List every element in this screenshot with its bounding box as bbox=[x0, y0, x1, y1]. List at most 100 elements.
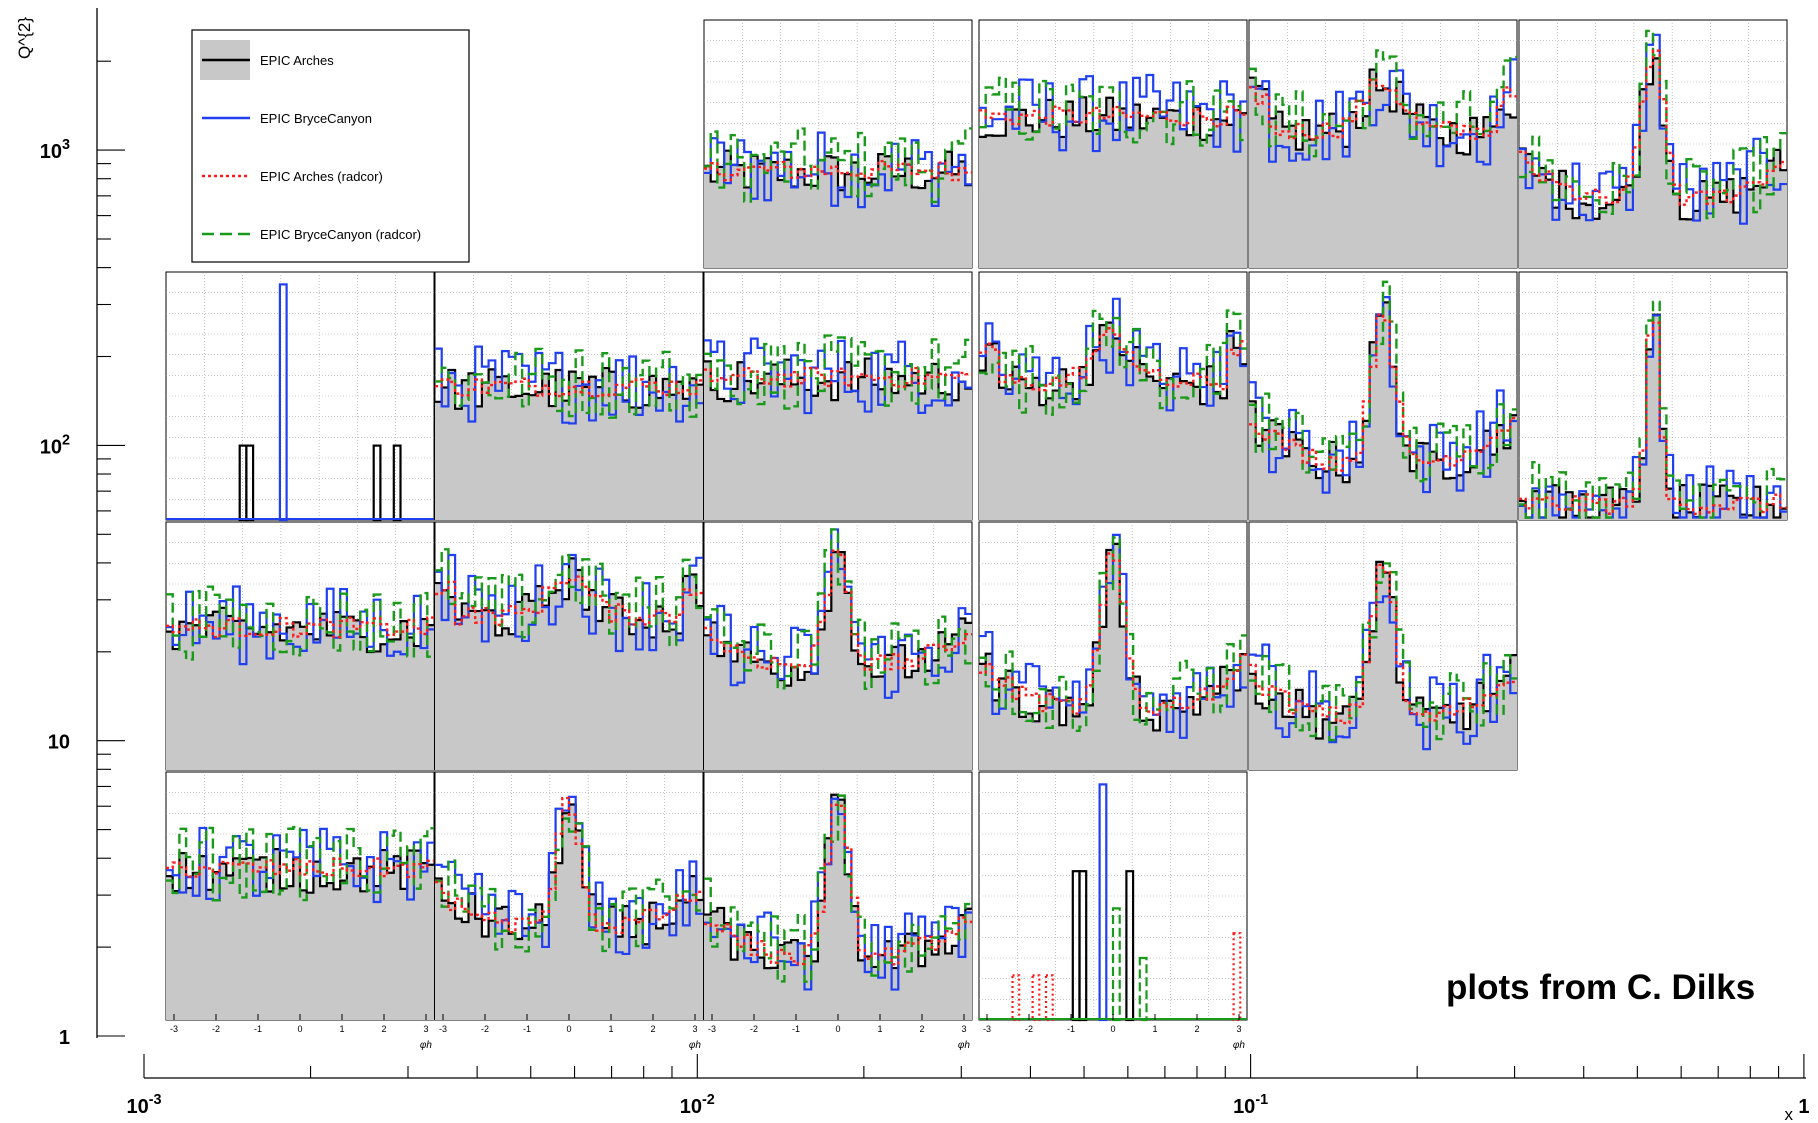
subplot-tick-label: -1 bbox=[523, 1024, 531, 1034]
subplot-tick-label: 3 bbox=[423, 1024, 428, 1034]
series-arches-radcor bbox=[704, 366, 972, 388]
series-brycecanyon bbox=[704, 337, 972, 415]
panel: -3 -2 -1 0 1 2 3 φh bbox=[434, 771, 704, 1051]
series-arches-radcor bbox=[704, 159, 972, 182]
series-arches-radcor bbox=[1249, 563, 1517, 725]
series-brycecanyon-radcor bbox=[1519, 29, 1787, 220]
series-brycecanyon bbox=[1519, 314, 1787, 519]
series-brycecanyon bbox=[979, 73, 1247, 153]
subplot-tick-label: -1 bbox=[792, 1024, 800, 1034]
arches-fill bbox=[979, 322, 1247, 520]
subplot-tick-label: -3 bbox=[708, 1024, 716, 1034]
legend-entry: EPIC Arches (radcor) bbox=[202, 169, 383, 184]
subplot-x-label: φh bbox=[689, 1040, 702, 1051]
x-axis-label: x bbox=[1785, 1105, 1794, 1123]
legend-label: EPIC Arches bbox=[260, 53, 334, 68]
series-arches-radcor bbox=[166, 857, 434, 879]
panel-grid: -3 -2 -1 0 1 2 3 φh -3 -2 -1 0 1 2 3 φh -3 -2 -1 0 1 2 3 φh -3 -2… bbox=[165, 19, 1788, 1051]
series-brycecanyon-radcor bbox=[166, 585, 434, 661]
panel: -3 -2 -1 0 1 2 3 φh bbox=[978, 771, 1248, 1051]
y-tick-label: 10 bbox=[48, 732, 70, 754]
subplot-tick-label: -2 bbox=[750, 1024, 758, 1034]
series-arches-radcor bbox=[979, 552, 1247, 716]
arches-fill bbox=[1249, 302, 1517, 520]
subplot-tick-label: 1 bbox=[339, 1024, 344, 1034]
subplot-tick-label: 2 bbox=[1194, 1024, 1199, 1034]
subplot-x-label: φh bbox=[958, 1040, 971, 1051]
series-brycecanyon-radcor bbox=[704, 334, 972, 410]
subplot-tick-label: -3 bbox=[439, 1024, 447, 1034]
legend: EPIC Arches EPIC BryceCanyon EPIC Arches (… bbox=[191, 29, 470, 263]
subplot-tick-label: -1 bbox=[254, 1024, 262, 1034]
subplot-tick-label: 2 bbox=[381, 1024, 386, 1034]
series-brycecanyon-radcor bbox=[435, 817, 703, 953]
series-brycecanyon-radcor bbox=[979, 76, 1247, 147]
panel bbox=[1248, 521, 1518, 771]
series-brycecanyon-radcor bbox=[979, 309, 1247, 416]
panel bbox=[1518, 19, 1788, 269]
panel bbox=[165, 521, 435, 771]
legend-label: EPIC Arches (radcor) bbox=[260, 169, 383, 184]
histogram-spike bbox=[1011, 974, 1021, 1022]
panel-frame bbox=[978, 771, 1248, 1021]
subplot-tick-label: 1 bbox=[608, 1024, 613, 1034]
panel-frame bbox=[165, 271, 435, 521]
arches-fill bbox=[435, 804, 703, 1020]
series-brycecanyon bbox=[704, 131, 972, 209]
subplot-tick-label: -2 bbox=[212, 1024, 220, 1034]
arches-fill bbox=[1519, 314, 1787, 520]
subplot-tick-label: 0 bbox=[1110, 1024, 1115, 1034]
subplot-tick-label: -3 bbox=[170, 1024, 178, 1034]
panel bbox=[1518, 271, 1788, 521]
series-arches-radcor bbox=[1519, 321, 1787, 516]
panel bbox=[434, 271, 704, 521]
x-tick-label: 10-1 bbox=[1233, 1092, 1268, 1118]
subplot-tick-label: 3 bbox=[961, 1024, 966, 1034]
subplot-tick-label: -3 bbox=[983, 1024, 991, 1034]
series-brycecanyon bbox=[1249, 58, 1517, 168]
panel bbox=[703, 521, 973, 771]
subplot-x-label: φh bbox=[1233, 1040, 1246, 1051]
subplot-tick-label: -2 bbox=[1025, 1024, 1033, 1034]
y-tick-label: 103 bbox=[40, 137, 70, 163]
series-brycecanyon-radcor bbox=[979, 536, 1247, 733]
series-arches bbox=[704, 793, 972, 970]
series-arches-radcor bbox=[979, 105, 1247, 128]
series-brycecanyon-radcor bbox=[704, 127, 972, 204]
arches-fill bbox=[435, 558, 703, 770]
subplot-tick-label: 3 bbox=[1236, 1024, 1241, 1034]
series-brycecanyon-radcor bbox=[166, 825, 434, 902]
arches-fill bbox=[704, 552, 972, 770]
panel bbox=[703, 19, 973, 269]
subplot-tick-label: 0 bbox=[566, 1024, 571, 1034]
arches-fill bbox=[435, 368, 703, 520]
subplot-tick-label: 1 bbox=[1152, 1024, 1157, 1034]
subplot-x-label: φh bbox=[420, 1040, 433, 1051]
series-arches-radcor bbox=[435, 796, 703, 934]
series-brycecanyon-radcor bbox=[704, 794, 972, 983]
series-brycecanyon-radcor bbox=[1519, 300, 1787, 519]
subplot-tick-label: 3 bbox=[692, 1024, 697, 1034]
subplot-tick-label: 0 bbox=[297, 1024, 302, 1034]
legend-entry: EPIC BryceCanyon bbox=[202, 111, 372, 126]
panel bbox=[978, 521, 1248, 771]
series-arches-radcor bbox=[704, 803, 972, 966]
panel bbox=[703, 271, 973, 521]
panel bbox=[978, 271, 1248, 521]
legend-entry: EPIC BryceCanyon (radcor) bbox=[202, 227, 421, 242]
subplot-tick-label: 0 bbox=[835, 1024, 840, 1034]
series-arches-radcor bbox=[704, 549, 972, 671]
panel: -3 -2 -1 0 1 2 3 φh bbox=[165, 771, 435, 1051]
x-tick-label: 10-3 bbox=[126, 1092, 161, 1118]
panel bbox=[165, 271, 435, 522]
arches-fill bbox=[979, 97, 1247, 269]
credit-text: plots from C. Dilks bbox=[1446, 968, 1756, 1007]
x-tick-label: 1 bbox=[1798, 1096, 1809, 1118]
arches-fill bbox=[704, 358, 972, 520]
subplot-tick-label: 2 bbox=[650, 1024, 655, 1034]
series-arches-radcor bbox=[1249, 313, 1517, 472]
legend-label: EPIC BryceCanyon bbox=[260, 111, 372, 126]
series-brycecanyon bbox=[435, 345, 703, 425]
